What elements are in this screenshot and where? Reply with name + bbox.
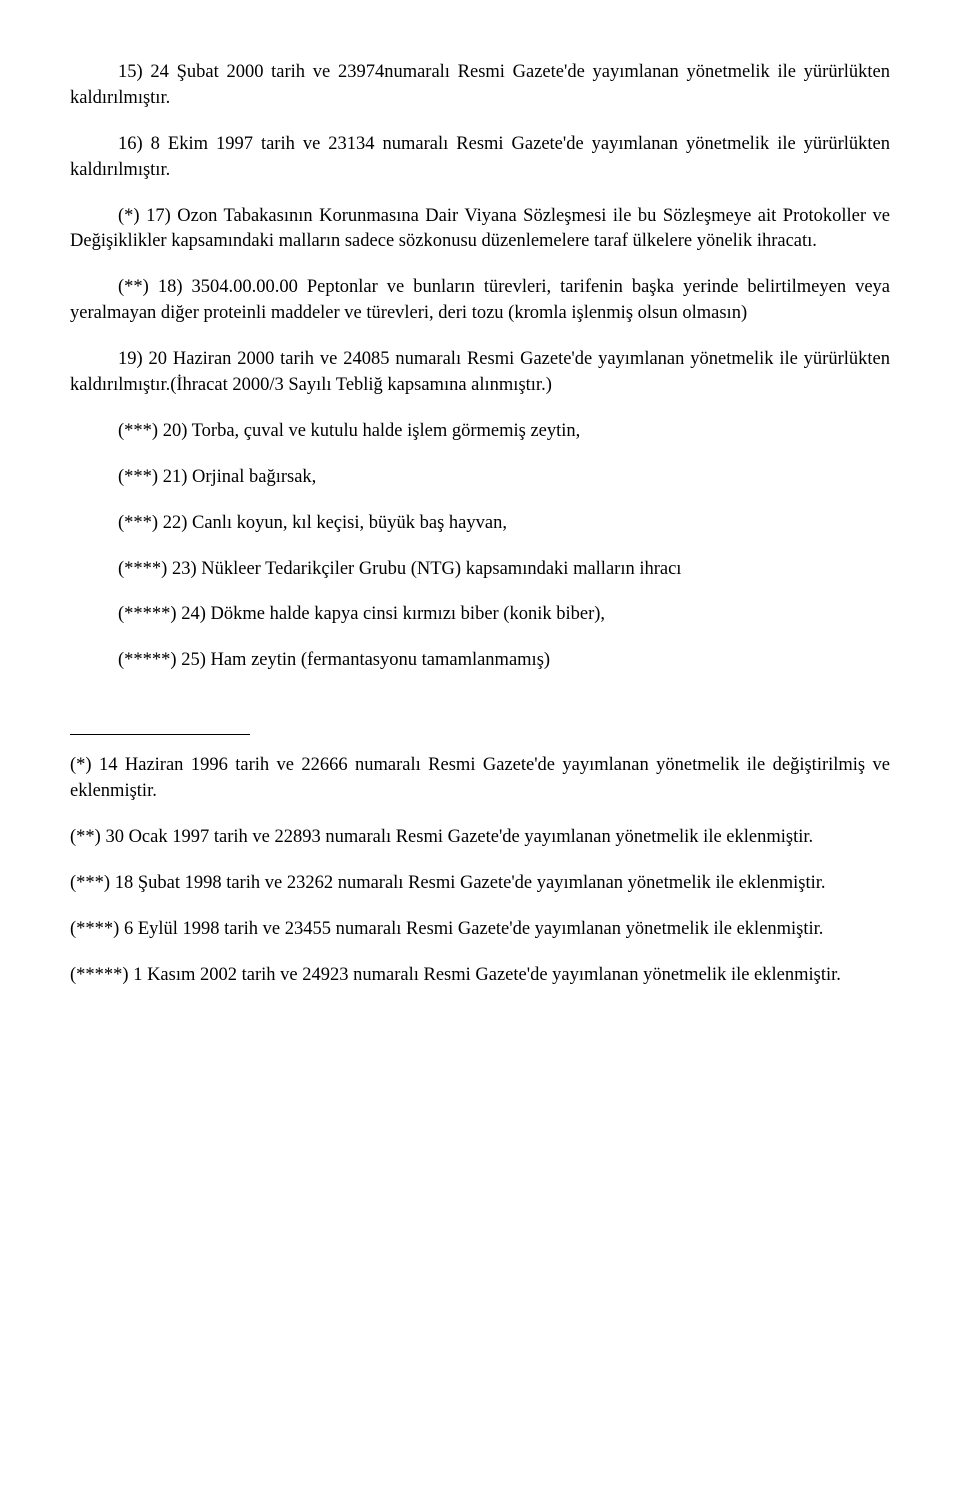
paragraph-20: (***) 20) Torba, çuval ve kutulu halde i…: [70, 419, 890, 445]
footnote-2: (**) 30 Ocak 1997 tarih ve 22893 numaral…: [70, 825, 890, 851]
paragraph-21: (***) 21) Orjinal bağırsak,: [70, 465, 890, 491]
paragraph-22: (***) 22) Canlı koyun, kıl keçisi, büyük…: [70, 511, 890, 537]
paragraph-23: (****) 23) Nükleer Tedarikçiler Grubu (N…: [70, 557, 890, 583]
paragraph-15: 15) 24 Şubat 2000 tarih ve 23974numaralı…: [70, 60, 890, 112]
paragraph-16: 16) 8 Ekim 1997 tarih ve 23134 numaralı …: [70, 132, 890, 184]
footnote-divider: [70, 734, 250, 735]
footnote-1: (*) 14 Haziran 1996 tarih ve 22666 numar…: [70, 753, 890, 805]
footnote-5: (*****) 1 Kasım 2002 tarih ve 24923 numa…: [70, 963, 890, 989]
paragraph-19: 19) 20 Haziran 2000 tarih ve 24085 numar…: [70, 347, 890, 399]
paragraph-17: (*) 17) Ozon Tabakasının Korunmasına Dai…: [70, 204, 890, 256]
footnote-4: (****) 6 Eylül 1998 tarih ve 23455 numar…: [70, 917, 890, 943]
paragraph-24: (*****) 24) Dökme halde kapya cinsi kırm…: [70, 602, 890, 628]
paragraph-18: (**) 18) 3504.00.00.00 Peptonlar ve bunl…: [70, 275, 890, 327]
paragraph-25: (*****) 25) Ham zeytin (fermantasyonu ta…: [70, 648, 890, 674]
footnote-3: (***) 18 Şubat 1998 tarih ve 23262 numar…: [70, 871, 890, 897]
